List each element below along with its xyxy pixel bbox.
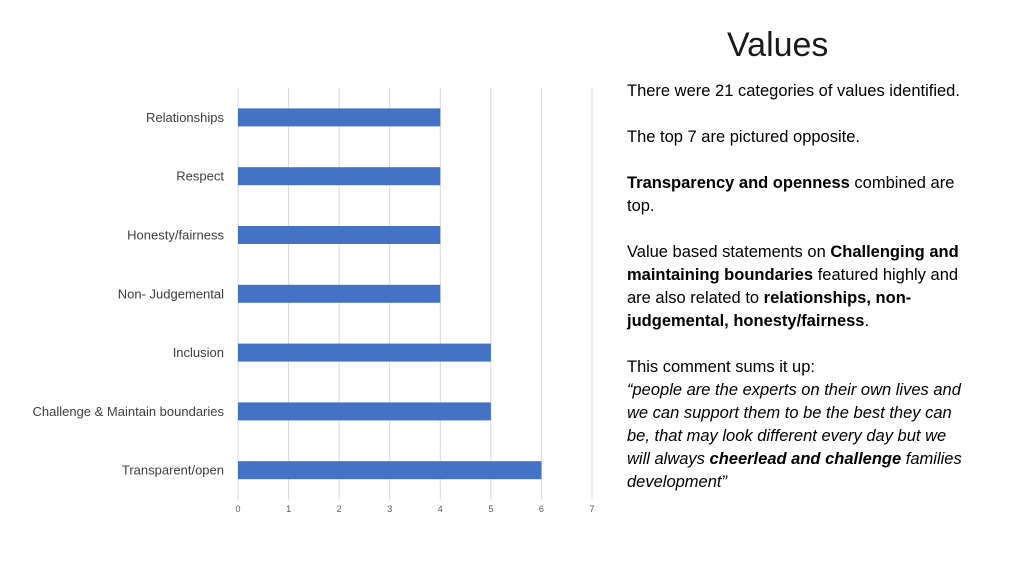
- x-tick-label: 6: [539, 504, 544, 514]
- x-tick-label: 2: [337, 504, 342, 514]
- paragraph-4: Value based statements on Challenging an…: [627, 243, 959, 330]
- x-tick-label: 5: [488, 504, 493, 514]
- category-label: Transparent/open: [122, 463, 224, 478]
- x-tick-label: 0: [235, 504, 240, 514]
- x-tick-label: 4: [438, 504, 443, 514]
- category-label: Relationships: [146, 110, 225, 125]
- description-text: There were 21 categories of values ident…: [627, 80, 962, 517]
- x-tick-label: 1: [286, 504, 291, 514]
- bar-2: [238, 167, 441, 186]
- chart-canvas: 0 1 2 3 4 5 6 7 Relationships Respect Honesty/fair…: [32, 88, 595, 514]
- category-label: Non- Judgemental: [118, 286, 224, 301]
- bar-3: [238, 226, 441, 244]
- bar-5: [238, 343, 491, 362]
- category-label: Challenge & Maintain boundaries: [32, 404, 224, 419]
- bar-1: [238, 108, 441, 127]
- paragraph-2: The top 7 are pictured opposite.: [627, 128, 860, 146]
- slide-title: Values: [727, 26, 829, 64]
- category-label: Inclusion: [173, 345, 224, 360]
- category-label: Respect: [176, 169, 224, 184]
- category-label: Honesty/fairness: [127, 228, 224, 243]
- paragraph-5: This comment sums it up: “people are the …: [627, 358, 962, 491]
- bar-7: [238, 461, 542, 480]
- bar-chart: 0 1 2 3 4 5 6 7 Relationships Respect Honesty/fair…: [32, 88, 595, 514]
- paragraph-1: There were 21 categories of values ident…: [627, 82, 960, 100]
- paragraph-3: Transparency and openness combined are t…: [627, 174, 955, 215]
- x-tick-label: 7: [589, 504, 594, 514]
- bar-6: [238, 402, 491, 421]
- x-tick-label: 3: [387, 504, 392, 514]
- bar-4: [238, 284, 441, 303]
